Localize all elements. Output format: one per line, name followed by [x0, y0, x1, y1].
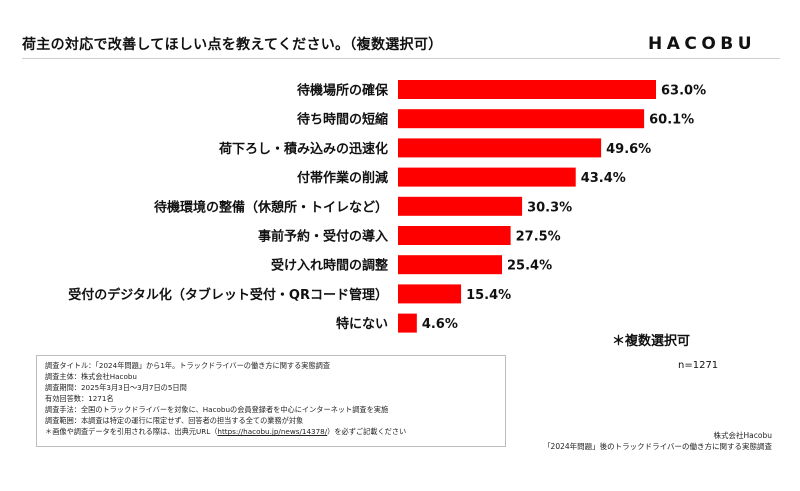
category-label: 付帯作業の削減: [297, 170, 388, 186]
value-label: 60.1%: [649, 113, 694, 128]
hacobu-logo: HACOBU: [648, 34, 757, 54]
category-label: 事前予約・受付の導入: [258, 229, 388, 245]
value-label: 43.4%: [581, 171, 626, 186]
bar: [398, 109, 645, 129]
category-label: 待機環境の整備（休憩所・トイレなど）: [153, 199, 388, 215]
bar: [398, 255, 503, 275]
bar: [398, 80, 656, 99]
citation-suffix: ）を必ずご記載ください: [327, 427, 407, 436]
bar: [398, 313, 417, 333]
value-label: 63.0%: [661, 84, 706, 99]
citation-note: ＊画像や調査データを引用される際は、出典元URL（https://hacobu.…: [45, 426, 497, 437]
value-label: 25.4%: [507, 259, 552, 274]
survey-line: 調査期間：2025年3月3日～3月7日の5日間: [45, 383, 187, 392]
footer-report: 「2024年問題」後のトラックドライバーの働き方に関する実態調査: [543, 442, 772, 451]
bar-chart: 待機場所の確保 63.0% 待ち時間の短縮 60.1% 荷下ろし・積み込みの迅速化 49.…: [68, 80, 706, 333]
survey-line: 調査主体：株式会社Hacobu: [45, 372, 137, 381]
source-link[interactable]: https://hacobu.jp/news/14378/: [217, 427, 328, 436]
survey-line: 調査タイトル：「2024年問題」から1年。トラックドライバーの働き方に関する実態…: [45, 361, 331, 370]
value-label: 4.6%: [422, 317, 458, 332]
bar: [398, 196, 523, 216]
survey-line: 調査範囲：本調査は特定の運行に限定せず、回答者の担当する全ての業務が対象: [45, 416, 304, 425]
citation-prefix: ＊画像や調査データを引用される際は、出典元URL（: [45, 427, 218, 436]
value-label: 30.3%: [527, 200, 572, 215]
survey-line: 調査手法：全国のトラックドライバーを対象に、Hacobuの会員登録者を中心にイン…: [45, 405, 389, 414]
category-label: 荷下ろし・積み込みの迅速化: [218, 141, 388, 157]
bar: [398, 226, 511, 245]
survey-line: 有効回答数：1271名: [45, 394, 114, 403]
bar: [398, 284, 462, 304]
footer-company: 株式会社Hacobu: [713, 431, 772, 440]
bar: [398, 167, 576, 187]
header-divider: [22, 58, 780, 59]
footer-credit: 株式会社Hacobu 「2024年問題」後のトラックドライバーの働き方に関する実…: [543, 430, 772, 452]
value-label: 27.5%: [516, 230, 561, 245]
value-label: 15.4%: [466, 288, 511, 303]
category-label: 受け入れ時間の調整: [271, 258, 389, 274]
category-label: 特にない: [336, 316, 388, 332]
chart-title: 荷主の対応で改善してほしい点を教えてください。（複数選択可）: [22, 37, 443, 53]
category-label: 待機場所の確保: [296, 83, 389, 99]
survey-info-box: 調査タイトル：「2024年問題」から1年。トラックドライバーの働き方に関する実態…: [36, 355, 506, 447]
bar: [398, 138, 602, 158]
category-label: 待ち時間の短縮: [296, 112, 388, 128]
multi-select-note: ＊複数選択可: [612, 334, 691, 349]
sample-size: n=1271: [678, 360, 719, 371]
value-label: 49.6%: [606, 142, 651, 157]
category-label: 受付のデジタル化（タブレット受付・QRコード管理）: [68, 287, 388, 303]
